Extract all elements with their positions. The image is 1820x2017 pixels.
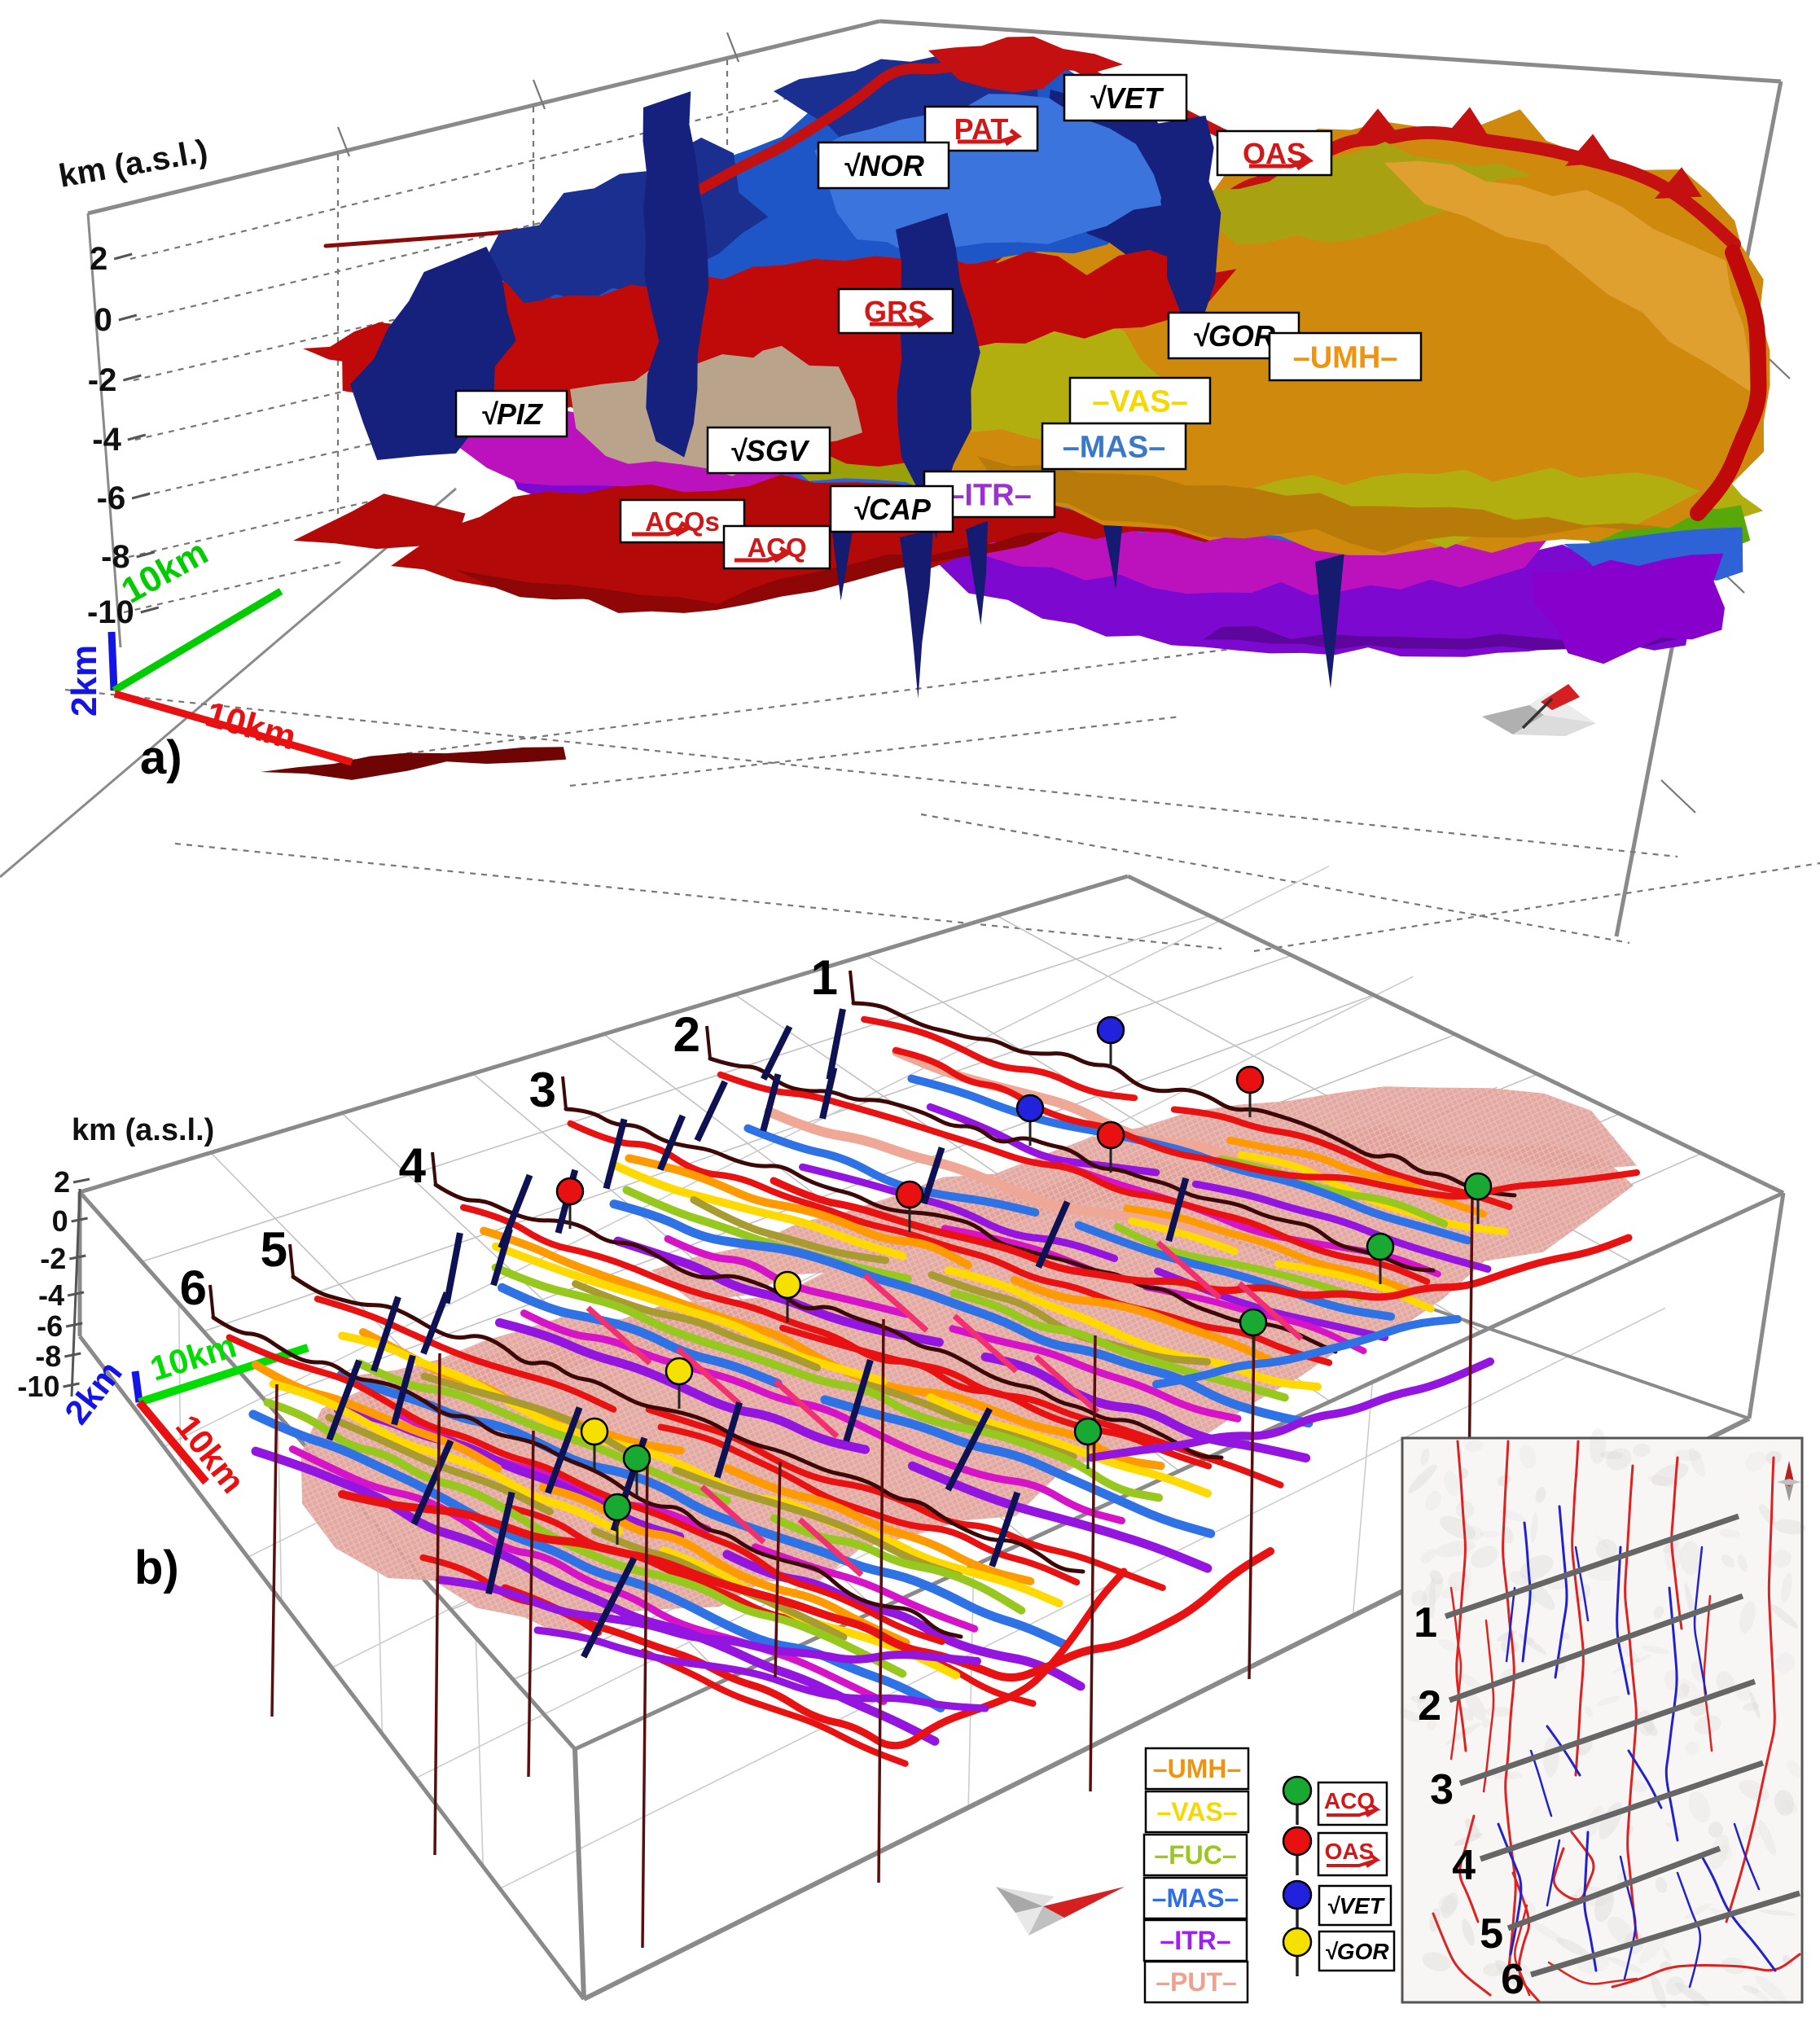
svg-text:1: 1 xyxy=(1414,1599,1437,1646)
svg-text:–UMH–: –UMH– xyxy=(1153,1754,1241,1783)
svg-text:–MAS–: –MAS– xyxy=(1152,1883,1239,1913)
svg-text:-2: -2 xyxy=(40,1242,66,1275)
svg-text:OAS: OAS xyxy=(1325,1839,1375,1864)
svg-text:√VET: √VET xyxy=(1089,81,1164,115)
svg-text:–PUT–: –PUT– xyxy=(1156,1967,1237,1997)
svg-text:-8: -8 xyxy=(101,539,130,575)
svg-text:5: 5 xyxy=(261,1222,287,1277)
svg-text:√PIZ: √PIZ xyxy=(480,397,544,431)
svg-text:a): a) xyxy=(140,731,182,784)
svg-text:–VAS–: –VAS– xyxy=(1092,385,1188,419)
svg-text:√GOR: √GOR xyxy=(1324,1939,1389,1964)
svg-text:√GOR: √GOR xyxy=(1192,319,1275,353)
svg-text:0: 0 xyxy=(94,302,112,338)
svg-text:3: 3 xyxy=(1430,1766,1454,1813)
svg-text:2: 2 xyxy=(90,241,107,277)
svg-text:–ITR–: –ITR– xyxy=(1160,1926,1230,1955)
svg-text:ACQ: ACQ xyxy=(1324,1788,1375,1813)
svg-text:–ITR–: –ITR– xyxy=(947,479,1031,513)
svg-text:-8: -8 xyxy=(35,1340,61,1373)
svg-text:√CAP: √CAP xyxy=(853,493,932,526)
svg-text:b): b) xyxy=(134,1541,179,1594)
svg-text:-2: -2 xyxy=(88,362,117,398)
svg-text:–FUC–: –FUC– xyxy=(1154,1840,1236,1870)
svg-text:-10: -10 xyxy=(87,594,134,630)
svg-text:–MAS–: –MAS– xyxy=(1063,431,1166,465)
svg-text:√SGV: √SGV xyxy=(730,434,810,467)
svg-text:2: 2 xyxy=(1418,1682,1441,1730)
svg-text:4: 4 xyxy=(1452,1842,1476,1889)
svg-text:6: 6 xyxy=(1501,1956,1524,2003)
svg-text:2km: 2km xyxy=(64,645,104,717)
svg-text:1: 1 xyxy=(811,950,838,1005)
svg-text:-6: -6 xyxy=(97,480,126,516)
svg-text:km (a.s.l.): km (a.s.l.) xyxy=(72,1113,214,1147)
svg-text:-4: -4 xyxy=(38,1278,64,1312)
svg-text:3: 3 xyxy=(529,1063,556,1117)
svg-text:4: 4 xyxy=(399,1138,427,1193)
svg-text:0: 0 xyxy=(52,1204,68,1238)
svg-text:-10: -10 xyxy=(17,1370,59,1403)
svg-text:2: 2 xyxy=(54,1165,70,1199)
svg-text:6: 6 xyxy=(180,1261,207,1315)
svg-text:-4: -4 xyxy=(92,422,121,458)
svg-text:–UMH–: –UMH– xyxy=(1293,341,1398,375)
svg-text:√NOR: √NOR xyxy=(843,149,924,182)
svg-text:√VET: √VET xyxy=(1327,1893,1386,1918)
svg-text:5: 5 xyxy=(1480,1910,1503,1958)
svg-text:2: 2 xyxy=(673,1007,700,1062)
svg-text:–VAS–: –VAS– xyxy=(1156,1797,1237,1826)
svg-text:-6: -6 xyxy=(37,1309,63,1343)
